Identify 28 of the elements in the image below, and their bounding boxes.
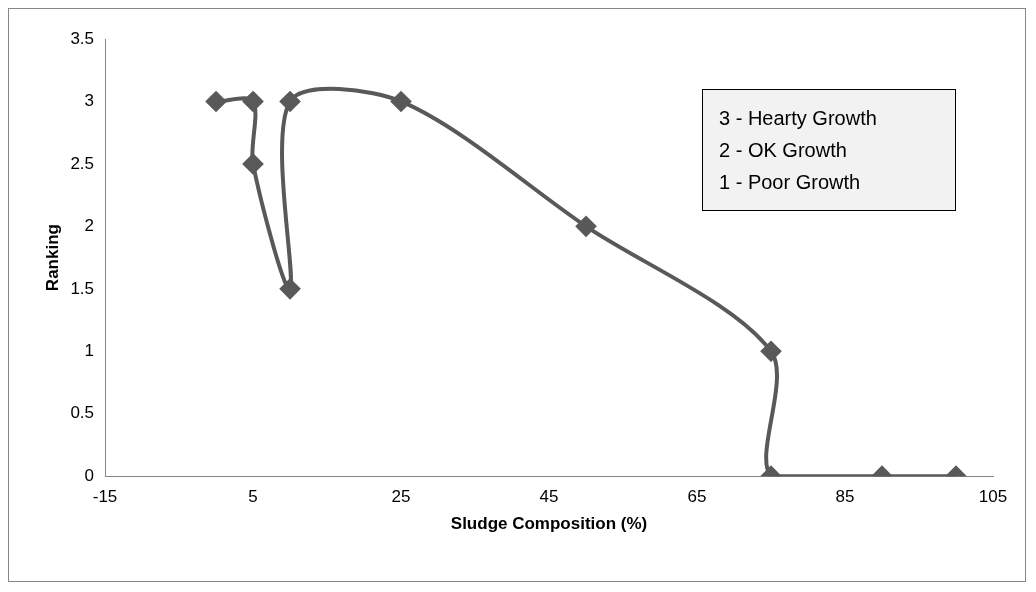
x-tick-label: 105 bbox=[978, 487, 1008, 507]
annotation: 2 - OK Growth bbox=[719, 138, 848, 163]
y-axis-title: Ranking bbox=[42, 224, 62, 292]
y-tick-label: 2 bbox=[84, 216, 95, 236]
x-tick-label: -15 bbox=[92, 487, 118, 507]
y-tick-label: 2.5 bbox=[70, 153, 95, 173]
point bbox=[280, 278, 301, 299]
point bbox=[243, 153, 264, 174]
point bbox=[391, 91, 412, 112]
x-axis-title: Sludge Composition (%) bbox=[450, 514, 648, 534]
x-tick-label: 25 bbox=[391, 487, 411, 507]
note-box: 3 - Hearty Growth 2 - OK Growth 1 - Poor Growth bbox=[702, 89, 956, 211]
y-tick-label: 3.5 bbox=[70, 28, 95, 48]
y-tick-label: 3 bbox=[84, 91, 95, 111]
x-tick-label: 85 bbox=[835, 487, 855, 507]
annotation: 3 - Hearty Growth bbox=[719, 106, 878, 131]
y-tick-label: 0.5 bbox=[70, 403, 95, 423]
y-tick-label: 0 bbox=[84, 465, 95, 485]
point bbox=[576, 216, 597, 237]
point bbox=[280, 91, 301, 112]
point bbox=[243, 91, 264, 112]
y-tick-label: 1 bbox=[84, 340, 95, 360]
x-tick-label: 65 bbox=[687, 487, 707, 507]
annotation: 1 - Poor Growth bbox=[719, 170, 862, 195]
x-tick-label: 5 bbox=[248, 487, 258, 507]
x-tick-label: 45 bbox=[539, 487, 559, 507]
point bbox=[206, 91, 227, 112]
y-tick-label: 1.5 bbox=[70, 278, 95, 298]
